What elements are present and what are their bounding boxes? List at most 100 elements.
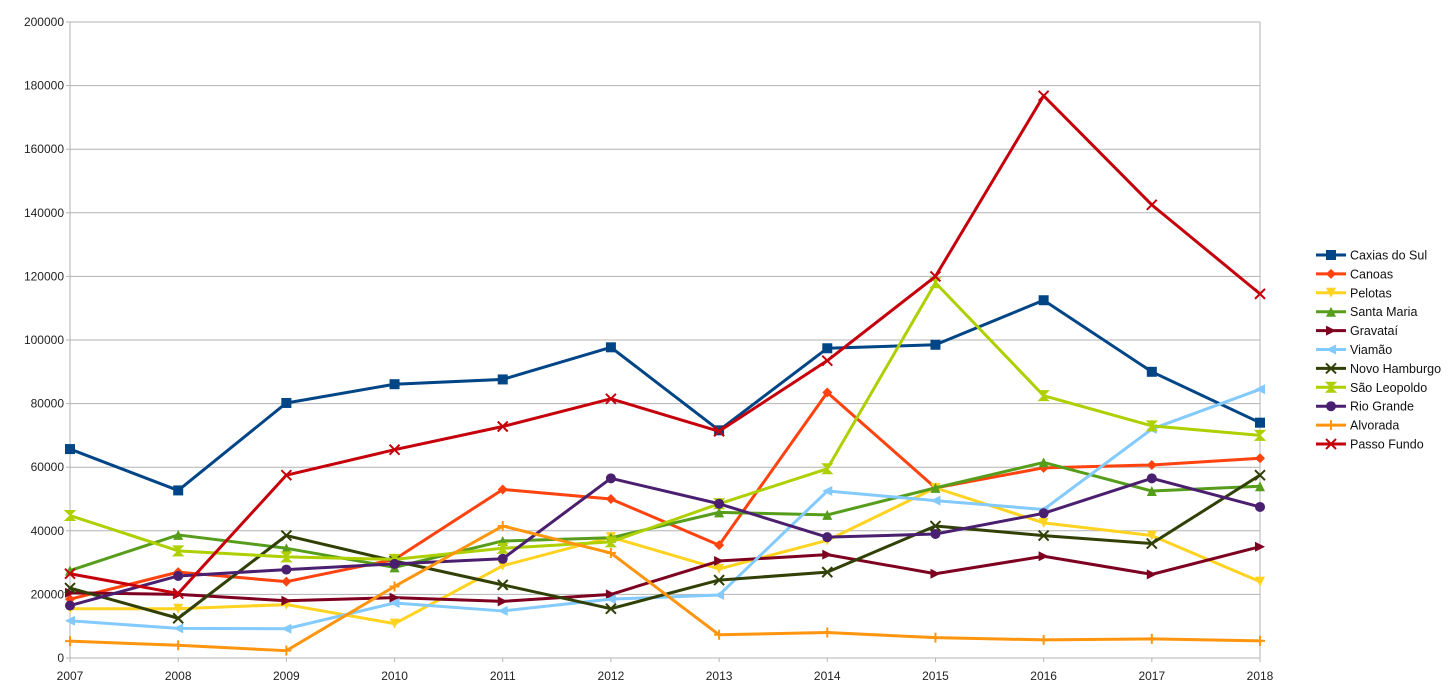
x-tick-label: 2015: [922, 669, 949, 683]
data-point: [1255, 501, 1265, 512]
legend-item: São Leopoldo: [1316, 381, 1427, 395]
legend-label: Rio Grande: [1350, 400, 1414, 414]
data-point: [63, 510, 77, 522]
data-point: [714, 563, 725, 574]
data-point: [714, 507, 725, 518]
data-point: [65, 615, 75, 626]
data-point: [497, 605, 508, 616]
legend-label: Santa Maria: [1350, 305, 1417, 319]
y-tick-label: 100000: [24, 333, 64, 347]
y-tick-label: 20000: [31, 587, 65, 601]
series-line: [69, 94, 1261, 595]
data-point: [821, 463, 834, 475]
x-tick-label: 2017: [1138, 669, 1165, 683]
data-point: [713, 574, 725, 586]
legend-label: Viamão: [1350, 343, 1392, 357]
series-line: [69, 298, 1261, 492]
series-line: [69, 545, 1261, 603]
x-tick-label: 2018: [1247, 669, 1274, 683]
legend-marker-icon: [1324, 381, 1338, 393]
data-point: [605, 594, 616, 605]
data-point: [605, 393, 617, 405]
legend-item: Alvorada: [1316, 419, 1399, 433]
data-point: [822, 509, 833, 520]
legend-item: Caxias do Sul: [1316, 249, 1427, 263]
data-point: [281, 645, 292, 656]
y-tick-label: 60000: [31, 460, 65, 474]
y-tick-label: 40000: [31, 524, 65, 538]
data-point: [1253, 429, 1267, 441]
legend-label: Alvorada: [1350, 419, 1399, 433]
data-point: [1146, 486, 1157, 497]
data-point: [714, 498, 725, 509]
legend-label: Caxias do Sul: [1350, 249, 1427, 263]
data-point: [173, 640, 184, 651]
data-point: [605, 342, 616, 353]
data-point: [821, 354, 833, 367]
data-point: [280, 469, 293, 481]
x-tick-label: 2009: [273, 669, 300, 683]
data-point: [1038, 295, 1049, 306]
data-point: [171, 545, 185, 557]
legend-marker-icon: [1326, 344, 1336, 355]
series-line: [69, 281, 1261, 561]
legend-item: Gravataí: [1316, 324, 1398, 338]
data-point: [497, 420, 509, 433]
legend-item: Pelotas: [1316, 286, 1392, 300]
data-point: [714, 540, 725, 551]
data-point: [496, 542, 509, 554]
data-point: [389, 558, 400, 569]
data-point: [930, 568, 941, 579]
data-point: [1255, 453, 1265, 464]
data-point: [1255, 635, 1265, 646]
data-point: [1038, 508, 1049, 519]
data-point: [497, 484, 508, 495]
data-point: [605, 603, 617, 615]
x-tick-label: 2008: [165, 669, 192, 683]
series-viam-o: [65, 384, 1265, 634]
legend-item: Viamão: [1316, 343, 1392, 357]
legend-label: Passo Fundo: [1350, 438, 1424, 452]
y-tick-label: 0: [57, 651, 64, 665]
data-point: [822, 387, 833, 398]
data-point: [1038, 551, 1049, 562]
y-tick-label: 200000: [24, 15, 64, 29]
data-point: [281, 397, 292, 408]
data-point: [389, 597, 400, 608]
data-point: [1038, 517, 1049, 528]
legend-marker-icon: [1326, 306, 1336, 317]
y-tick-label: 80000: [31, 397, 65, 411]
series-line: [69, 460, 1261, 572]
data-point: [65, 600, 75, 611]
legend-label: Canoas: [1350, 267, 1393, 281]
data-point: [1038, 634, 1049, 645]
data-point: [389, 618, 400, 629]
legend: Caxias do Sul Canoas Pelotas Santa Maria Gra…: [1316, 249, 1441, 452]
data-point: [1255, 384, 1265, 395]
data-point: [605, 548, 616, 559]
series-line: [69, 390, 1261, 601]
data-point: [497, 521, 508, 532]
data-point: [1254, 469, 1266, 481]
legend-marker-icon: [1325, 362, 1337, 375]
data-point: [1038, 457, 1049, 468]
data-point: [65, 636, 75, 647]
data-point: [929, 520, 942, 532]
legend-label: Novo Hamburgo: [1350, 362, 1441, 376]
data-point: [1145, 420, 1159, 432]
data-point: [497, 560, 508, 571]
data-point: [822, 343, 833, 354]
data-point: [929, 270, 942, 283]
data-point: [389, 581, 400, 592]
data-point: [1146, 459, 1157, 470]
series-line: [70, 486, 1261, 626]
legend-marker-icon: [1326, 268, 1336, 279]
legend-marker-icon: [1326, 420, 1336, 431]
data-point: [173, 623, 184, 634]
x-tick-label: 2007: [57, 669, 84, 683]
data-point: [280, 529, 293, 542]
data-point: [930, 632, 941, 643]
data-point: [822, 627, 833, 638]
data-point: [281, 595, 292, 606]
y-tick-label: 160000: [24, 142, 64, 156]
